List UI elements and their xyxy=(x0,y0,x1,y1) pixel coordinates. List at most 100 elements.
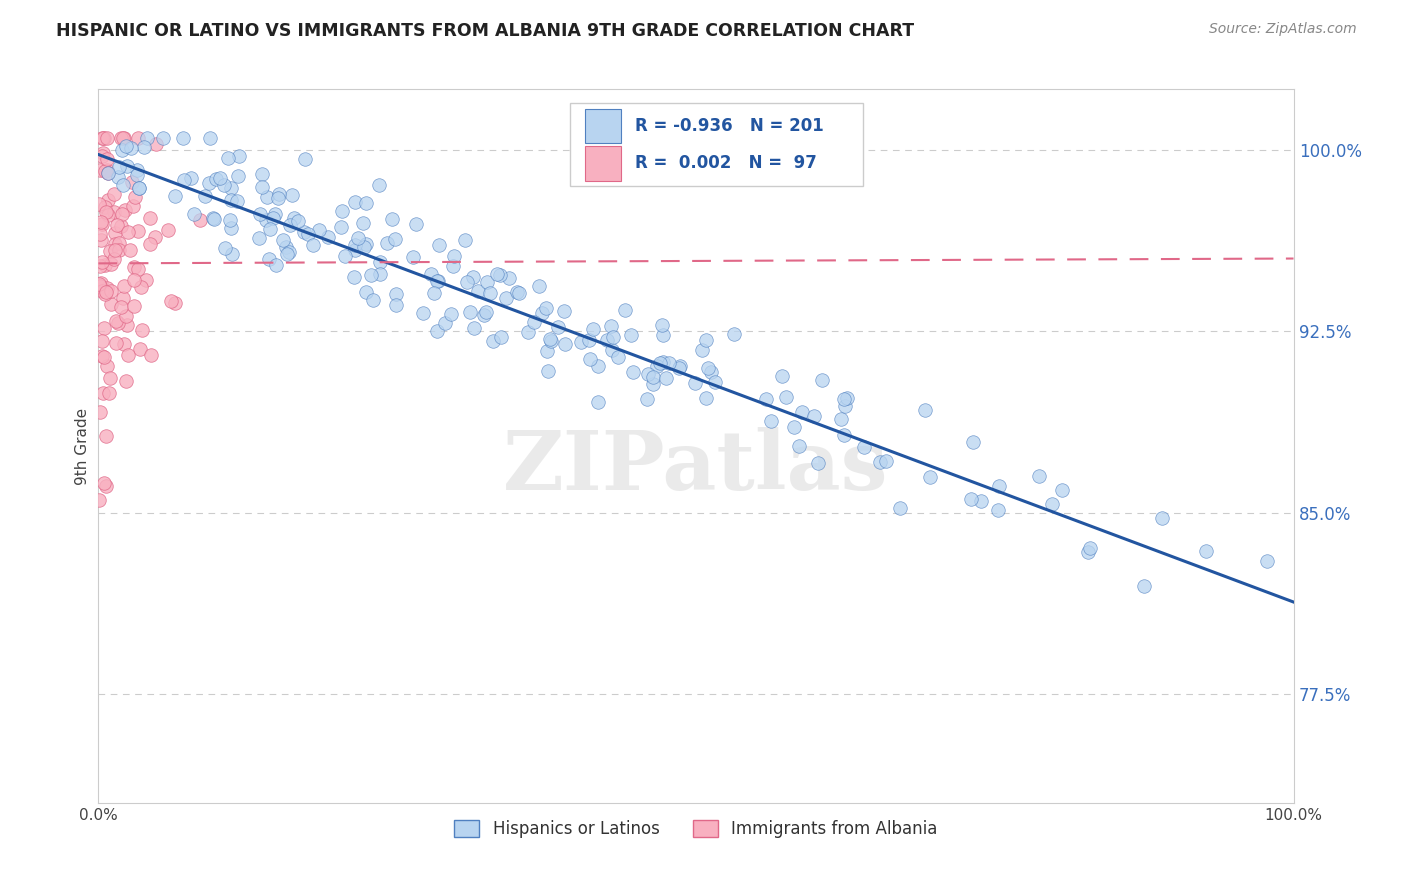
Point xyxy=(214,240,236,254)
Point xyxy=(1195,544,1218,558)
Point xyxy=(104,237,127,252)
Point xyxy=(190,212,212,227)
Point xyxy=(987,502,1010,516)
Point xyxy=(247,231,270,245)
Point xyxy=(578,333,600,347)
Point xyxy=(96,162,118,177)
Point xyxy=(375,235,398,250)
Point xyxy=(420,267,443,281)
Point xyxy=(96,281,118,295)
Point xyxy=(100,244,122,259)
Point xyxy=(228,148,250,162)
Point xyxy=(128,342,150,356)
Text: Source: ZipAtlas.com: Source: ZipAtlas.com xyxy=(1209,22,1357,37)
Point xyxy=(1028,468,1050,483)
Point xyxy=(221,247,243,261)
Point xyxy=(112,130,135,145)
Point xyxy=(1050,483,1073,497)
Point xyxy=(343,270,366,285)
Point xyxy=(700,365,723,379)
Point xyxy=(553,303,575,318)
Point xyxy=(803,409,825,423)
Point xyxy=(183,207,205,221)
Point xyxy=(475,305,498,319)
Point xyxy=(281,188,304,202)
Point xyxy=(249,207,271,221)
Point xyxy=(112,130,135,145)
Point xyxy=(263,207,285,221)
Point xyxy=(443,249,465,263)
Point xyxy=(648,356,671,370)
Point xyxy=(579,352,602,367)
Point xyxy=(110,301,132,315)
Point xyxy=(173,173,195,187)
Point xyxy=(853,440,876,454)
Point xyxy=(658,356,681,370)
Point xyxy=(770,369,793,384)
Point xyxy=(643,377,665,392)
Point xyxy=(775,391,797,405)
Point xyxy=(202,211,225,226)
Point xyxy=(269,187,291,202)
Point xyxy=(271,233,294,247)
Point xyxy=(834,399,856,413)
Point xyxy=(344,195,367,210)
Point xyxy=(588,395,610,409)
Point xyxy=(669,359,692,374)
Point xyxy=(988,479,1011,493)
Point xyxy=(257,252,280,267)
Point xyxy=(97,166,120,180)
Legend: Hispanics or Latinos, Immigrants from Albania: Hispanics or Latinos, Immigrants from Al… xyxy=(447,813,945,845)
Point xyxy=(100,284,122,298)
Point xyxy=(368,267,391,281)
Point xyxy=(875,454,897,468)
Point xyxy=(637,367,659,381)
Point xyxy=(89,279,111,293)
Point xyxy=(139,236,162,251)
Point xyxy=(810,373,832,387)
Point xyxy=(121,175,143,189)
Point xyxy=(97,193,120,207)
Point xyxy=(143,230,166,244)
Point xyxy=(759,414,782,428)
Point xyxy=(316,230,339,244)
Point xyxy=(458,305,481,319)
Point xyxy=(94,285,117,299)
Point xyxy=(104,243,127,257)
Point xyxy=(472,309,495,323)
Point xyxy=(914,403,936,417)
Point xyxy=(651,328,673,343)
Point xyxy=(115,310,138,324)
Point xyxy=(104,314,127,328)
Point xyxy=(695,333,717,347)
Point xyxy=(107,170,129,185)
Point xyxy=(90,214,112,228)
Point xyxy=(547,320,569,334)
Point xyxy=(1040,497,1063,511)
Point xyxy=(89,277,111,292)
Point xyxy=(90,276,112,290)
Point xyxy=(792,405,814,419)
Point xyxy=(491,330,513,344)
Point xyxy=(422,285,444,300)
Point xyxy=(356,236,378,251)
Point xyxy=(136,130,159,145)
Point xyxy=(262,211,284,225)
Point xyxy=(703,376,725,390)
Point xyxy=(354,195,377,210)
Point xyxy=(152,130,174,145)
Point xyxy=(122,260,145,274)
Point xyxy=(467,285,489,299)
Point xyxy=(527,279,550,293)
Point xyxy=(252,167,274,181)
Point xyxy=(308,223,330,237)
Bar xyxy=(585,146,620,180)
Point xyxy=(381,211,404,226)
Point xyxy=(91,149,114,163)
Point xyxy=(180,170,202,185)
Point xyxy=(696,360,718,375)
Point xyxy=(347,231,370,245)
Point xyxy=(333,249,356,263)
Point xyxy=(536,343,558,358)
Point xyxy=(368,254,391,268)
